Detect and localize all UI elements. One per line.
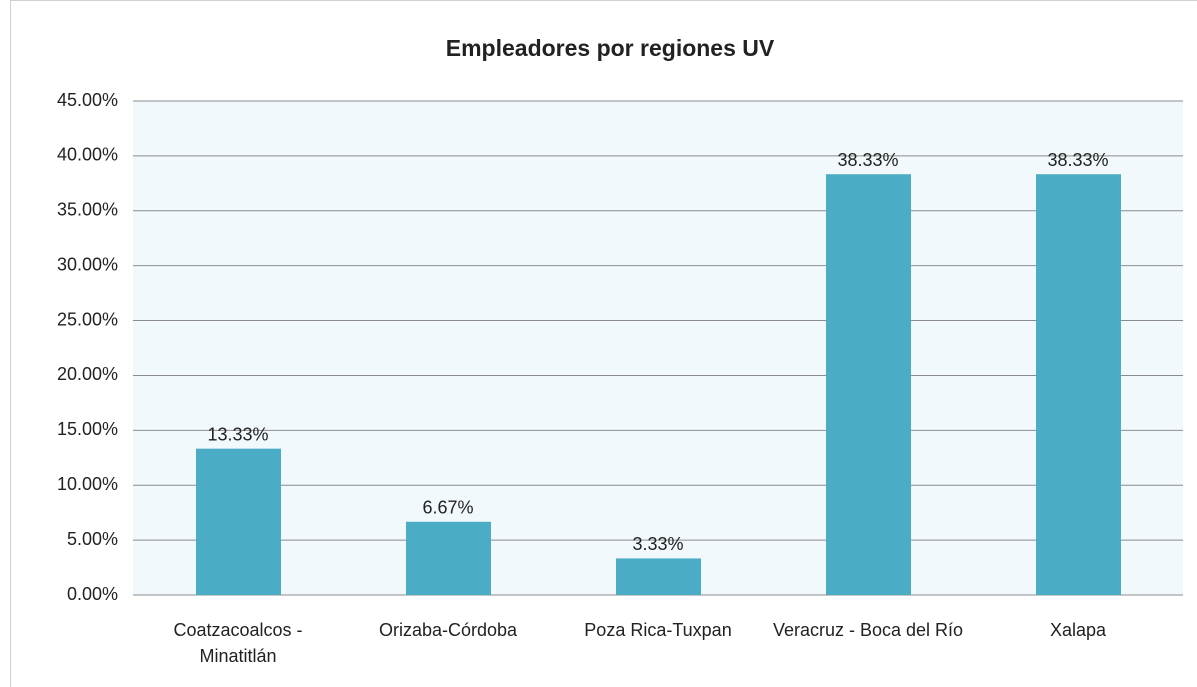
y-tick-label: 0.00% — [67, 584, 118, 604]
bar — [826, 174, 911, 595]
chart-title: Empleadores por regiones UV — [446, 35, 775, 61]
y-tick-label: 40.00% — [57, 145, 118, 165]
chart-border — [10, 0, 1197, 687]
bar — [196, 448, 281, 595]
bar — [1036, 174, 1121, 595]
data-label: 38.33% — [837, 150, 898, 170]
x-tick-label: Xalapa — [1049, 620, 1107, 640]
bar — [616, 558, 701, 595]
y-tick-label: 5.00% — [67, 529, 118, 549]
y-tick-label: 20.00% — [57, 364, 118, 384]
x-tick-label: Veracruz - Boca del Río — [772, 620, 964, 640]
data-label: 38.33% — [1047, 150, 1108, 170]
x-tick-label: Coatzacoalcos - Minatitlán — [173, 620, 303, 666]
y-tick-label: 10.00% — [57, 474, 118, 494]
data-label: 3.33% — [632, 534, 683, 554]
y-tick-label: 25.00% — [57, 309, 118, 329]
y-tick-label: 35.00% — [57, 200, 118, 220]
x-tick-label: Orizaba-Córdoba — [378, 620, 518, 640]
plot-area — [133, 101, 1183, 595]
data-label: 6.67% — [422, 498, 473, 518]
y-tick-label: 45.00% — [57, 90, 118, 110]
x-tick-label: Poza Rica-Tuxpan — [584, 620, 732, 640]
y-tick-label: 15.00% — [57, 419, 118, 439]
y-tick-label: 30.00% — [57, 254, 118, 274]
data-label: 13.33% — [207, 424, 268, 444]
bar — [406, 521, 491, 595]
